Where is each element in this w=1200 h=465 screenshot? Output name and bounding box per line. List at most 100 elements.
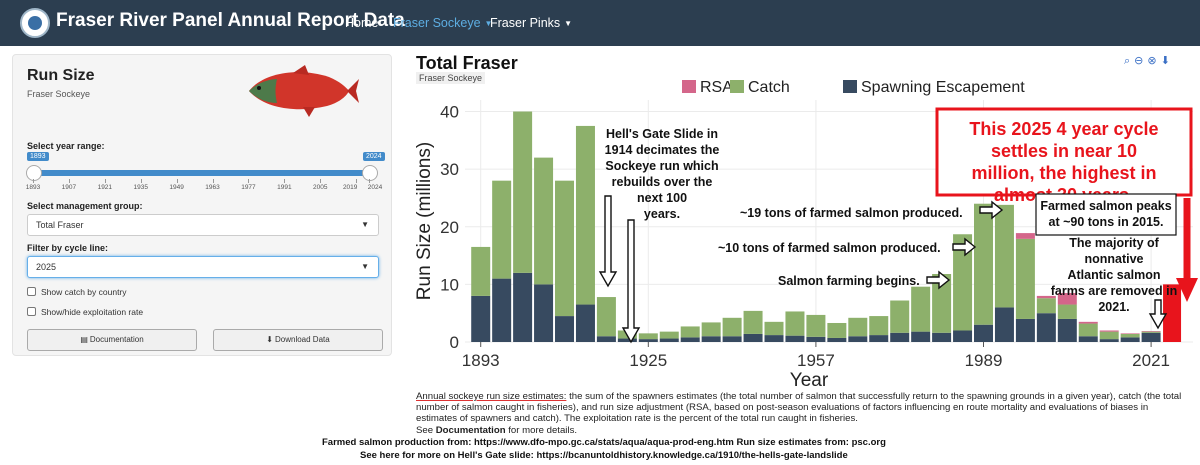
slider-tick	[284, 179, 286, 183]
legend-rsa-label: RSA	[700, 80, 733, 96]
bar-escapement	[890, 332, 910, 342]
x-tick-label: 1957	[797, 351, 835, 370]
nav-fraser-sockeye[interactable]: Fraser Sockeye ▼	[393, 16, 492, 30]
bar-escapement	[1099, 339, 1119, 342]
x-tick-label: 2021	[1132, 351, 1170, 370]
bar-escapement	[932, 332, 952, 342]
slider-tick	[176, 179, 178, 183]
sidebar-title: Run Size	[27, 67, 95, 84]
bar-catch	[1015, 238, 1035, 319]
slider-tick-marks: 1893 1907 1921 1935 1949 1963 1977 1991 2005 2019…	[26, 179, 382, 199]
bar-catch	[785, 311, 805, 336]
slider-tick-label: 1921	[97, 184, 113, 191]
nav-home[interactable]: Home	[345, 16, 379, 30]
bar-catch	[764, 321, 784, 336]
bar-catch	[1057, 304, 1077, 319]
nav-fraser-pinks-label: Fraser Pinks	[490, 16, 561, 30]
bar-escapement	[534, 284, 554, 342]
bar-escapement	[869, 335, 889, 342]
bar-escapement	[848, 336, 868, 342]
bar-catch	[534, 157, 554, 285]
reset-zoom-icon[interactable]: ⊗	[1147, 55, 1157, 67]
slider-tick	[320, 179, 322, 183]
zoom-out-icon[interactable]: ⊖	[1134, 55, 1144, 67]
bar-catch	[1036, 298, 1056, 314]
chart-bars	[471, 111, 1182, 342]
farm-10-arrow	[952, 237, 977, 257]
legend-escapement-label: Spawning Escapement	[861, 80, 1025, 96]
sidebar-panel: Run Size Fraser Sockeye Select year rang…	[12, 54, 392, 356]
slider-tick-label: 2019	[342, 184, 358, 191]
show-catch-checkbox[interactable]: Show catch by country	[27, 287, 127, 297]
dropdown-arrow-icon: ▼	[361, 262, 369, 271]
slider-min-value: 1893	[27, 152, 49, 161]
chart-annotations: Hell's Gate Slide in 1914 decimates the So…	[598, 107, 1198, 344]
bar-catch	[1078, 323, 1098, 337]
caret-down-icon: ▼	[484, 19, 493, 29]
x-tick-label: 1989	[965, 351, 1003, 370]
slider-tick-label: 1991	[277, 184, 292, 191]
documentation-button[interactable]: ▤ Documentation	[27, 329, 197, 351]
bar-rsa	[1141, 331, 1161, 332]
run-size-chart: 0 10 20 30 40 1893 1925 1957 1989 2021 Year Run Siz…	[414, 80, 1198, 391]
nav-fraser-pinks[interactable]: Fraser Pinks ▼	[490, 16, 572, 30]
chart-legend: RSA Catch Spawning Escapement	[682, 80, 1025, 96]
documentation-button-label: Documentation	[89, 335, 144, 344]
bar-2025-highlight	[1163, 284, 1182, 342]
bar-rsa	[1015, 233, 1035, 239]
management-group-select[interactable]: Total Fraser ▼	[27, 214, 379, 236]
bar-escapement	[575, 304, 595, 342]
bar-escapement	[994, 307, 1014, 342]
cycle-line-select[interactable]: 2025 ▼	[27, 256, 379, 278]
hells-gate-arrow-1	[598, 195, 618, 288]
slider-min-handle[interactable]	[26, 165, 42, 181]
bar-catch	[974, 203, 994, 325]
psc-logo[interactable]	[20, 8, 50, 38]
chart-title: Total Fraser	[416, 53, 518, 73]
bar-escapement	[974, 324, 994, 342]
slider-max-handle[interactable]	[362, 165, 378, 181]
bar-rsa	[1057, 293, 1077, 305]
bar-escapement	[680, 337, 700, 342]
dropdown-arrow-icon: ▼	[361, 220, 369, 229]
sockeye-fish-illustration	[249, 65, 359, 117]
bar-escapement	[659, 338, 679, 342]
slider-tick-label: 1977	[241, 184, 256, 191]
exploitation-rate-checkbox[interactable]: Show/hide exploitation rate	[27, 307, 143, 317]
bar-catch	[848, 317, 868, 337]
zoom-icon[interactable]: ⌕	[1124, 55, 1131, 67]
bar-escapement	[1057, 318, 1077, 342]
bar-escapement	[701, 336, 721, 342]
download-plot-icon[interactable]: ⬇	[1160, 55, 1170, 67]
y-axis-title: Run Size (millions)	[414, 142, 435, 300]
exploitation-rate-label: Show/hide exploitation rate	[41, 307, 144, 317]
bar-catch	[994, 204, 1014, 308]
navbar: Fraser River Panel Annual Report Data Ho…	[0, 0, 1200, 46]
year-range-slider[interactable]	[33, 170, 369, 176]
bar-rsa	[1120, 333, 1140, 334]
bar-catch	[932, 274, 952, 333]
footnote-text: the sum of the spawners estimates (the t…	[416, 391, 1182, 424]
slider-tick	[369, 179, 370, 183]
slider-tick-label: 1907	[61, 184, 77, 191]
bar-catch	[680, 326, 700, 338]
footnote-see-line: See Documentation for more details.	[416, 425, 577, 436]
run-size-footnote: Annual sockeye run size estimates: the s…	[416, 391, 1191, 424]
farm-19-annotation: ~19 tons of farmed salmon produced.	[740, 206, 963, 220]
bar-escapement	[785, 335, 805, 342]
x-tick-label: 1925	[629, 351, 667, 370]
footnote-documentation-link[interactable]: Documentation	[435, 425, 506, 436]
bar-catch	[555, 180, 575, 317]
app-title[interactable]: Fraser River Panel Annual Report Data	[56, 10, 405, 31]
download-data-button[interactable]: ⬇ Download Data	[213, 329, 383, 351]
hells-gate-arrow-2	[621, 219, 641, 344]
bar-catch	[722, 317, 742, 337]
footnote-see-prefix: See	[416, 425, 434, 436]
bar-escapement	[513, 272, 533, 342]
bar-catch	[1141, 331, 1161, 333]
slider-tick-label: 1963	[205, 184, 220, 191]
bar-catch	[827, 322, 847, 338]
bar-escapement	[492, 278, 512, 342]
cycle-line-value: 2025	[36, 262, 57, 272]
footnote-term: Annual sockeye run size estimates:	[416, 391, 567, 402]
